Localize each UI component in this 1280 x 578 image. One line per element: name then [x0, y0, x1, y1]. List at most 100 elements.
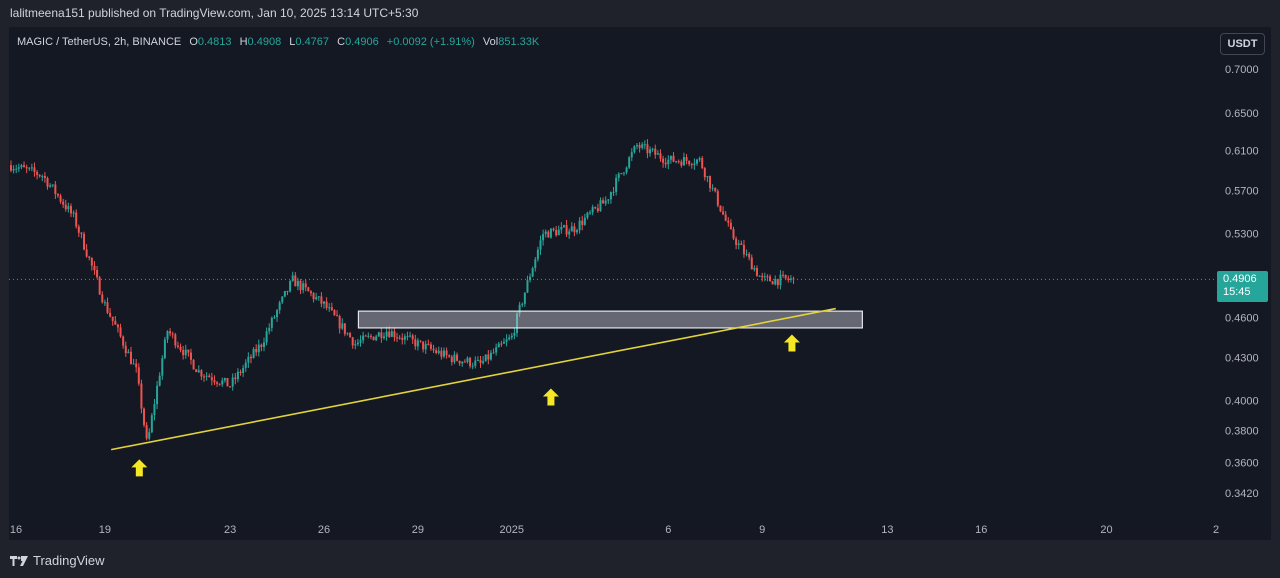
candle-body	[617, 173, 620, 178]
candle-body	[782, 274, 785, 276]
candle	[690, 162, 693, 169]
candle	[323, 301, 325, 309]
candle-body	[633, 146, 636, 153]
candle-body	[77, 226, 80, 233]
candle-body	[748, 253, 751, 258]
candle-body	[111, 316, 114, 321]
candle-body	[17, 167, 20, 169]
candle	[351, 336, 354, 349]
candle-body	[487, 354, 490, 360]
candle	[742, 239, 745, 258]
time-tick-label: 2	[1213, 524, 1219, 536]
candle	[750, 254, 753, 270]
candle-body	[435, 350, 438, 353]
candle-body	[49, 185, 52, 187]
candle	[508, 334, 511, 341]
candle	[482, 356, 485, 365]
candle-body	[150, 415, 153, 433]
candle-body	[761, 275, 764, 278]
candle	[685, 154, 688, 165]
candle-body	[513, 332, 516, 336]
candle	[456, 352, 459, 362]
candle-body	[346, 333, 349, 335]
candle	[302, 280, 305, 294]
candle	[523, 292, 526, 307]
candle-body	[145, 425, 148, 439]
candle	[56, 193, 59, 198]
candle-body	[184, 349, 187, 356]
candle	[249, 354, 252, 364]
candle-body	[581, 220, 584, 225]
candle	[124, 341, 127, 357]
candle-body	[722, 211, 725, 215]
candle-body	[158, 375, 161, 386]
candle	[129, 346, 132, 365]
candle-body	[143, 408, 146, 426]
candle	[667, 155, 670, 170]
candle	[307, 286, 310, 292]
candle-body	[349, 333, 352, 338]
candle-body	[409, 335, 412, 337]
candle	[526, 275, 529, 294]
candle-body	[474, 360, 477, 366]
candle	[622, 172, 625, 176]
candle	[41, 174, 44, 182]
candle	[422, 341, 425, 353]
price-axis[interactable]: 0.7000 0.6500 0.6100 0.5700 0.5300 0.4600 0.43…	[1225, 64, 1259, 500]
candle	[382, 332, 385, 340]
candle	[782, 270, 785, 278]
candle-body	[669, 155, 672, 160]
candle	[59, 193, 62, 204]
candle-body	[411, 335, 414, 340]
candle-body	[364, 335, 367, 337]
candle	[414, 334, 417, 350]
candle-body	[414, 339, 417, 347]
candle-body	[492, 352, 495, 354]
candle	[127, 349, 130, 354]
price-tick-label: 0.3600	[1225, 458, 1259, 470]
candle-body	[664, 162, 667, 165]
candle-body	[187, 349, 190, 353]
candle	[15, 164, 18, 174]
candle-body	[101, 294, 104, 303]
currency-button[interactable]: USDT	[1220, 33, 1265, 55]
candle-body	[163, 339, 166, 359]
candle	[461, 361, 464, 367]
candle-body	[729, 222, 732, 230]
candle	[596, 203, 599, 213]
price-chart[interactable]: 0.7000 0.6500 0.6100 0.5700 0.5300 0.4600 0.43…	[9, 27, 1271, 540]
candle	[333, 309, 336, 316]
price-tick-label: 0.3800	[1225, 426, 1259, 438]
candle	[83, 231, 86, 251]
candle-body	[516, 313, 519, 333]
candle-body	[302, 283, 305, 291]
candle	[740, 240, 743, 246]
candle	[745, 249, 748, 257]
candle-body	[328, 307, 331, 309]
candle-body	[90, 257, 93, 266]
candle-body	[208, 375, 211, 378]
candle-body	[242, 367, 245, 374]
candle-body	[260, 344, 263, 347]
candle-body	[612, 191, 615, 193]
time-tick-label: 20	[1100, 524, 1112, 536]
time-axis[interactable]: 16 19 23 26 29 2025 6 9 13 16 20 2	[10, 524, 1219, 536]
candle-body	[711, 187, 714, 189]
candle-body	[372, 336, 375, 341]
candle	[346, 332, 349, 336]
candle-body	[628, 157, 631, 168]
candle	[406, 331, 409, 341]
candle	[677, 159, 680, 164]
candle	[724, 211, 727, 222]
candle	[330, 302, 333, 312]
candle-body	[257, 344, 260, 353]
candle	[385, 326, 388, 341]
candle-body	[591, 207, 594, 213]
candle-body	[489, 352, 492, 360]
candlestick-series	[10, 139, 795, 441]
candle-body	[500, 343, 503, 345]
candle	[77, 224, 80, 237]
candle-body	[249, 356, 252, 359]
candle	[137, 363, 140, 386]
candle	[735, 236, 738, 250]
